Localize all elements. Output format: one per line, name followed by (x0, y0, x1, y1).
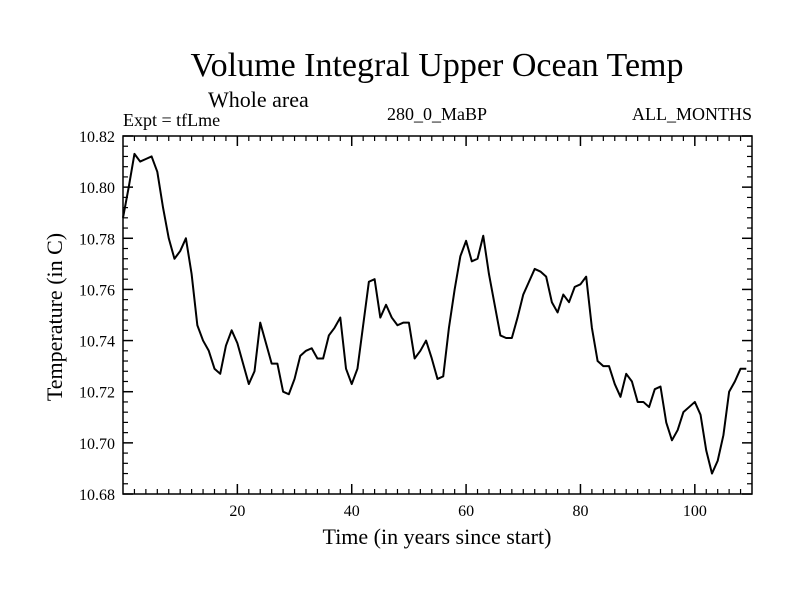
y-tick-label: 10.78 (79, 231, 115, 248)
y-tick-label: 10.82 (79, 129, 115, 146)
y-tick-label: 10.68 (79, 487, 115, 504)
header-left: Expt = tfLme (123, 110, 220, 130)
x-tick-label: 100 (683, 503, 707, 520)
y-tick-label: 10.76 (79, 282, 115, 299)
y-axis-label: Temperature (in C) (42, 233, 67, 401)
header-center: 280_0_MaBP (387, 104, 487, 124)
x-axis-label: Time (in years since start) (323, 524, 552, 549)
series-line (122, 152, 747, 475)
tick-labels: 20 40 60 80 100 10.68 10.70 10.72 10.74 10.76 10.7… (79, 129, 707, 520)
axis-ticks (123, 135, 752, 495)
y-tick-label: 10.70 (79, 436, 115, 453)
y-tick-label: 10.74 (79, 334, 115, 351)
plot-frame (122, 135, 753, 495)
x-tick-label: 20 (229, 503, 245, 520)
x-tick-label: 60 (458, 503, 474, 520)
x-tick-label: 80 (572, 503, 588, 520)
y-tick-label: 10.72 (79, 385, 115, 402)
header-right: ALL_MONTHS (632, 104, 752, 124)
chart-subtitle: Whole area (208, 87, 309, 112)
y-tick-label: 10.80 (79, 180, 115, 197)
x-tick-label: 40 (344, 503, 360, 520)
chart-title: Volume Integral Upper Ocean Temp (191, 47, 684, 84)
